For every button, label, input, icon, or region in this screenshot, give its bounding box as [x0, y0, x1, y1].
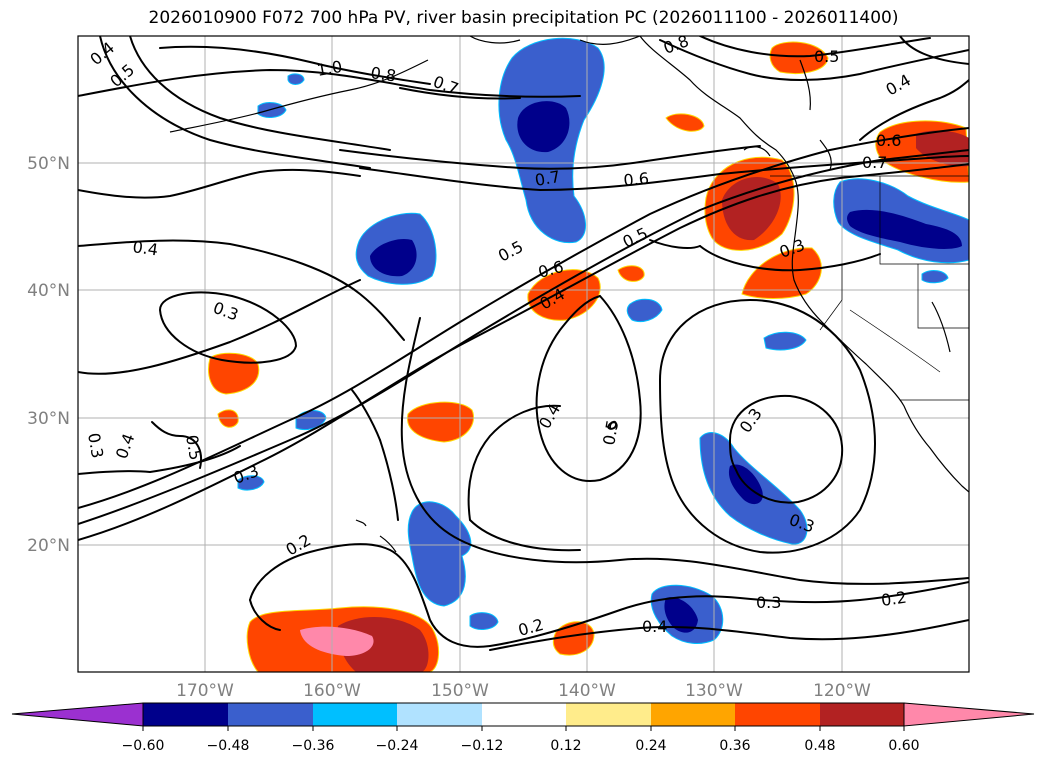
lat-label-30n: 30°N	[27, 409, 70, 429]
contour-label: 0.2	[880, 588, 908, 610]
colorbar-tick-label: −0.12	[461, 738, 504, 754]
colorbar-tick-label: −0.36	[292, 738, 335, 754]
lon-label-120w: 120°W	[813, 681, 871, 701]
figure-title: 2026010900 F072 700 hPa PV, river basin …	[148, 8, 899, 28]
contour-label: 0.4	[131, 237, 159, 259]
contour-label: 0.3	[84, 431, 107, 459]
lat-label-50n: 50°N	[27, 154, 70, 174]
colorbar-tick-label: −0.60	[122, 738, 165, 754]
colorbar-bin	[735, 703, 820, 726]
contour-label: 0.5	[814, 47, 839, 66]
pv-contours	[78, 36, 969, 651]
contour-label: 0.6	[623, 169, 650, 190]
lon-label-140w: 140°W	[558, 681, 616, 701]
colorbar-bin	[566, 703, 651, 726]
longitude-labels: 170°W 160°W 150°W 140°W 130°W 120°W	[176, 681, 871, 701]
contour-label: 1.0	[315, 57, 343, 80]
map-panel: 0.4 0.5 1.0 0.8 0.7 0.8 0.5 0.4 0.6 0.7 …	[78, 36, 969, 672]
latitude-labels: 50°N 40°N 30°N 20°N	[27, 154, 70, 556]
colorbar-tick-label: 0.24	[635, 738, 666, 754]
colorbar-bin	[228, 703, 313, 726]
colorbar-tick-labels: −0.60 −0.48 −0.36 −0.24 −0.12 0.12 0.24 …	[122, 738, 920, 754]
colorbar-bin	[397, 703, 482, 726]
contour-label: 0.5	[182, 433, 205, 461]
contour-label: 0.7	[862, 153, 887, 172]
lon-label-150w: 150°W	[431, 681, 489, 701]
colorbar-tick-label: 0.48	[804, 738, 835, 754]
contour-label: 0.3	[756, 593, 781, 612]
colorbar-extend-low	[11, 702, 144, 727]
negative-anomaly-shading	[237, 37, 969, 644]
contour-label: 0.5	[599, 418, 622, 446]
colorbar-bin	[820, 703, 904, 726]
contour-label: 0.7	[533, 167, 561, 190]
contour-label: 0.4	[642, 617, 667, 636]
colorbar-bin	[143, 703, 228, 726]
lon-label-170w: 170°W	[176, 681, 234, 701]
positive-anomaly-shading	[208, 41, 969, 672]
colorbar: −0.60 −0.48 −0.36 −0.24 −0.12 0.12 0.24 …	[11, 702, 1035, 754]
map-frame	[77, 35, 970, 673]
colorbar-tick-label: 0.36	[719, 738, 750, 754]
lon-label-160w: 160°W	[303, 681, 361, 701]
lat-label-20n: 20°N	[27, 536, 70, 556]
colorbar-bin	[651, 703, 735, 726]
colorbar-bin	[482, 703, 566, 726]
colorbar-tick-label: 0.60	[888, 738, 919, 754]
colorbar-tick-marks	[142, 726, 905, 731]
colorbar-tick-label: −0.48	[207, 738, 250, 754]
colorbar-tick-label: −0.24	[376, 738, 419, 754]
colorbar-tick-label: 0.12	[550, 738, 581, 754]
contour-label: 0.6	[876, 131, 901, 150]
lon-label-130w: 130°W	[685, 681, 743, 701]
colorbar-frame	[142, 702, 905, 727]
lat-label-40n: 40°N	[27, 281, 70, 301]
contour-label: 0.8	[369, 63, 397, 85]
colorbar-extend-high	[903, 702, 1035, 727]
colorbar-bin	[313, 703, 397, 726]
